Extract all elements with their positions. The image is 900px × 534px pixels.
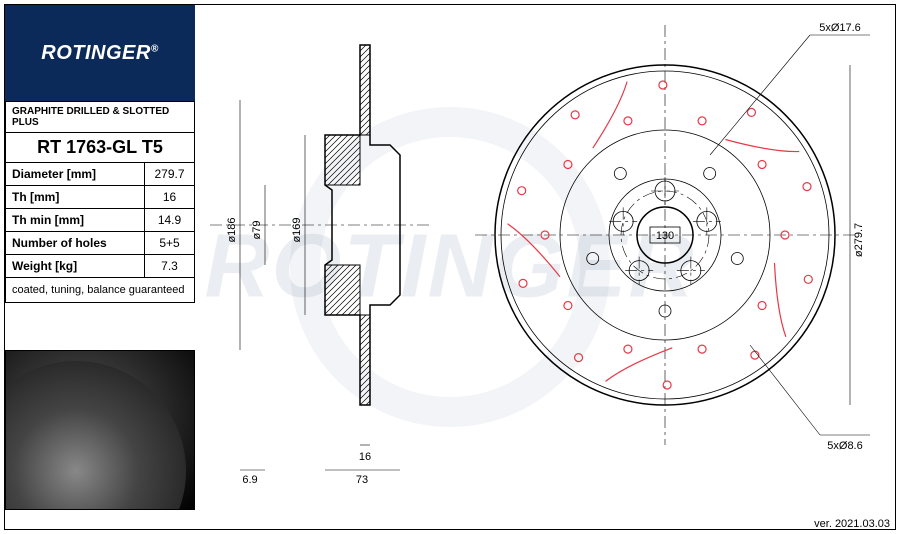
row-value: 16 xyxy=(145,186,195,209)
part-number: RT 1763-GL T5 xyxy=(6,133,195,163)
row-label: Diameter [mm] xyxy=(6,163,145,186)
brand-logo-box: ROTINGER® xyxy=(5,5,195,101)
dim-d169: ø169 xyxy=(291,217,303,242)
dim-d79: ø79 xyxy=(251,221,263,240)
dim-t69: 6.9 xyxy=(242,474,257,485)
spec-table: GRAPHITE DRILLED & SLOTTED PLUS RT 1763-… xyxy=(5,101,195,303)
row-value: 279.7 xyxy=(145,163,195,186)
dim-d2797: ø279.7 xyxy=(853,223,865,257)
dim-t16: 16 xyxy=(359,451,371,463)
dim-box130: 130 xyxy=(656,230,674,242)
row-value: 7.3 xyxy=(145,255,195,278)
dim-d186: ø186 xyxy=(226,217,238,242)
brand-name: ROTINGER xyxy=(41,42,151,64)
registered-mark: ® xyxy=(151,43,159,54)
row-label: Number of holes xyxy=(6,232,145,255)
spec-note: coated, tuning, balance guaranteed xyxy=(6,278,195,303)
version-label: ver. 2021.03.03 xyxy=(814,518,890,530)
brand-logo-text: ROTINGER® xyxy=(41,42,158,65)
product-photo xyxy=(5,350,195,510)
row-label: Th [mm] xyxy=(6,186,145,209)
row-label: Th min [mm] xyxy=(6,209,145,232)
row-value: 14.9 xyxy=(145,209,195,232)
spec-title: GRAPHITE DRILLED & SLOTTED PLUS xyxy=(6,102,195,133)
dim-holes-outer: 5xØ17.6 xyxy=(819,22,861,34)
row-value: 5+5 xyxy=(145,232,195,255)
dim-t73: 73 xyxy=(356,474,368,485)
photo-disc-render xyxy=(5,361,186,510)
face-view: ø279.7 130 5xØ17.6 5xØ8.6 xyxy=(450,15,880,485)
drawing-area: ø186 ø79 ø169 16 73 6.9 ø279.7 xyxy=(200,5,895,505)
row-label: Weight [kg] xyxy=(6,255,145,278)
section-view: ø186 ø79 ø169 16 73 6.9 xyxy=(210,15,430,485)
dim-holes-drill: 5xØ8.6 xyxy=(827,440,862,452)
